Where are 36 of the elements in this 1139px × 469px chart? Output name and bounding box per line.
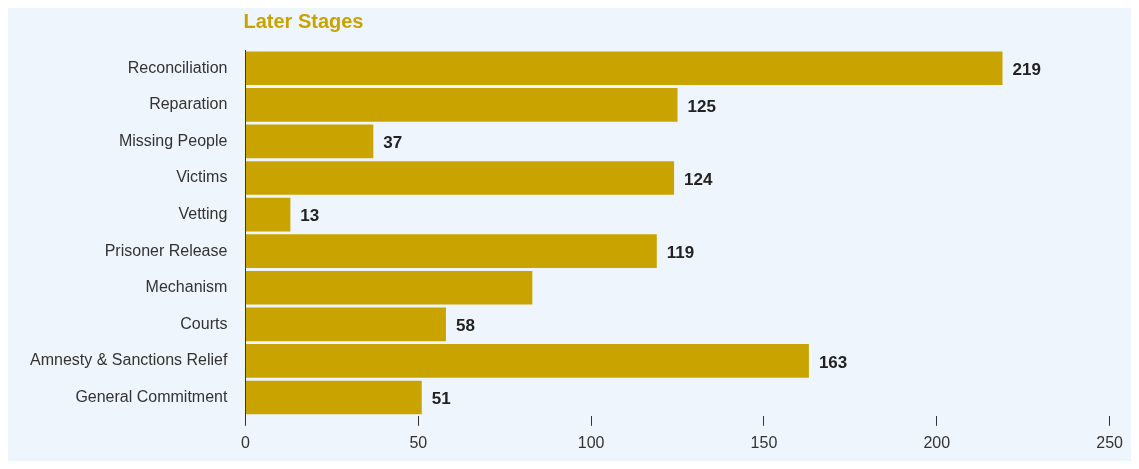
bar bbox=[245, 51, 1003, 86]
bar bbox=[245, 344, 809, 378]
y-tick-label: General Commitment bbox=[75, 387, 228, 405]
bar bbox=[245, 124, 374, 159]
data-label: 163 bbox=[818, 352, 848, 372]
bar bbox=[245, 270, 533, 305]
x-tick-label: 200 bbox=[923, 433, 951, 451]
bar bbox=[245, 161, 675, 195]
data-label: 219 bbox=[1012, 59, 1041, 79]
data-label: 119 bbox=[666, 242, 695, 262]
y-tick-label: Reconciliation bbox=[127, 58, 228, 76]
y-tick-label: Prisoner Release bbox=[104, 241, 228, 259]
bar bbox=[245, 197, 291, 232]
bar bbox=[245, 88, 678, 122]
data-label: 37 bbox=[383, 133, 403, 153]
x-tick-label: 250 bbox=[1096, 433, 1124, 451]
data-label: 124 bbox=[684, 169, 713, 189]
bar bbox=[245, 234, 657, 269]
y-tick-label: Reparation bbox=[149, 95, 228, 113]
y-tick-label: Missing People bbox=[118, 131, 228, 149]
bar bbox=[245, 307, 446, 342]
data-label: 13 bbox=[300, 206, 320, 226]
x-tick-label: 50 bbox=[409, 433, 428, 451]
data-label: 125 bbox=[687, 96, 716, 116]
x-tick-label: 100 bbox=[577, 433, 605, 451]
data-label: 58 bbox=[455, 316, 475, 336]
bar bbox=[245, 380, 422, 415]
data-label: 51 bbox=[431, 389, 451, 409]
y-tick-label: Mechanism bbox=[145, 278, 228, 296]
y-tick-label: Victims bbox=[176, 168, 228, 186]
y-tick-label: Courts bbox=[180, 314, 228, 332]
chart-title: Later Stages bbox=[243, 10, 364, 32]
y-tick-label: Vetting bbox=[178, 205, 228, 223]
x-tick-label: 150 bbox=[750, 433, 778, 451]
y-tick-label: Amnesty & Sanctions Relief bbox=[30, 351, 228, 369]
x-tick-label: 0 bbox=[240, 433, 250, 451]
